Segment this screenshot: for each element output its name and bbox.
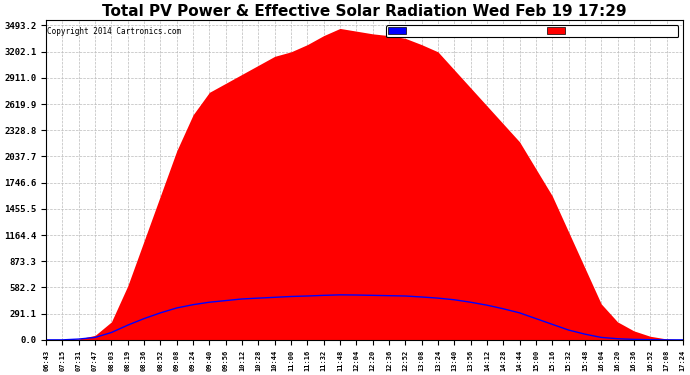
Legend: Radiation (Effective w/m2), PV Panels (DC Watts): Radiation (Effective w/m2), PV Panels (D…	[386, 25, 678, 38]
Text: Copyright 2014 Cartronics.com: Copyright 2014 Cartronics.com	[48, 27, 181, 36]
Title: Total PV Power & Effective Solar Radiation Wed Feb 19 17:29: Total PV Power & Effective Solar Radiati…	[102, 4, 627, 19]
